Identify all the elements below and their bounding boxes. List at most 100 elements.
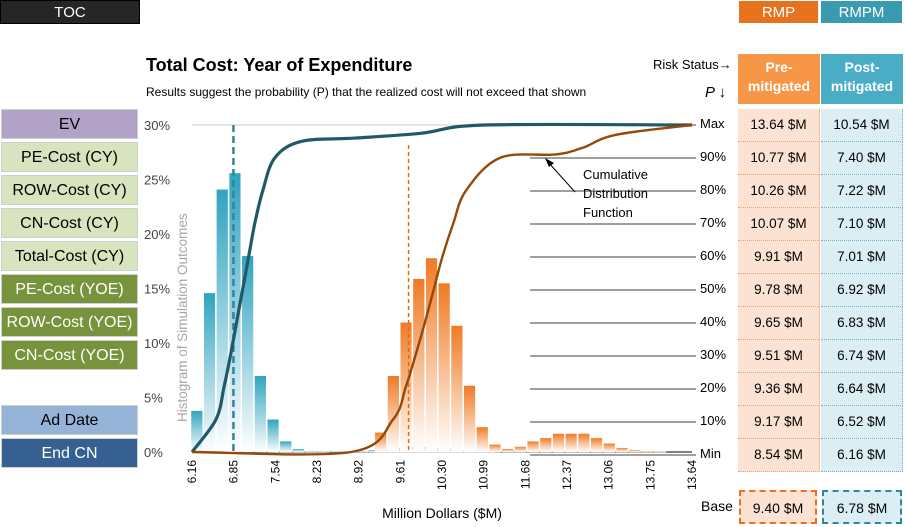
annotation-arrow-line [547,161,576,193]
sidebar-item-ev[interactable]: EV [1,109,138,139]
histogram-bar [501,448,514,453]
column-header-pre-mitigated: Pre- mitigated [738,54,820,104]
column-header-post-mitigated: Post- mitigated [821,54,903,104]
y-tick-label: 15% [144,282,170,297]
y-tick-label: 20% [144,227,170,242]
histogram-bar [539,437,552,453]
cell-pre-mitigated: 9.78 $M [738,274,820,307]
cdf-annotation-text: Cumulative [583,167,648,182]
histogram-bar [438,282,451,453]
tab-rmpm[interactable]: RMPM [820,0,903,24]
y-tick-label: 30% [144,118,170,133]
sidebar-item-row-cost-yoe[interactable]: ROW-Cost (YOE) [1,307,138,337]
cell-pre-mitigated: 9.36 $M [738,373,820,406]
p-level-label: 20% [700,380,727,395]
cell-post-mitigated: 6.92 $M [821,274,903,307]
y-tick-label: 10% [144,336,170,351]
y-tick-label: 5% [144,391,163,406]
cell-post-mitigated: 7.01 $M [821,241,903,274]
histogram-bar [615,447,629,453]
x-tick-label: 10.99 [477,460,491,490]
x-tick-label: 13.75 [643,460,657,490]
cdf-curve-pre-mitigated [191,123,693,456]
cell-post-mitigated: 6.83 $M [821,307,903,340]
p-level-label: 50% [700,281,727,296]
x-tick-label: 8.23 [310,460,324,484]
cell-pre-mitigated: 9.65 $M [738,307,820,340]
page-title: Total Cost: Year of Expenditure [146,55,413,75]
y-tick-label: 0% [144,445,163,460]
y-axis-title: Histogram of Simulation Outcomes [175,213,190,422]
histogram-bar [476,426,489,453]
cdf-annotation-text: Function [583,205,633,220]
column-header-line1: Pre- [765,59,793,75]
cell-post-mitigated: 6.74 $M [821,340,903,373]
p-level-label: 30% [700,347,727,362]
cell-pre-mitigated: 13.64 $M [738,109,820,142]
cell-post-mitigated: 7.10 $M [821,208,903,241]
risk-status-label: Risk Status→ [653,57,732,72]
cell-pre-mitigated: 10.07 $M [738,208,820,241]
toc-button[interactable]: TOC [0,0,140,24]
column-header-line2: mitigated [830,78,894,94]
x-axis-title: Million Dollars ($M) [382,505,502,521]
histogram-bar [279,440,292,453]
base-value-rmp: 9.40 $M [739,490,817,524]
cdf-curve-post-mitigated [190,122,693,453]
column-header-line2: mitigated [747,78,811,94]
page-subtitle: Results suggest the probability (P) that… [146,85,587,99]
cell-post-mitigated: 6.16 $M [821,439,903,472]
histogram-bar [387,375,400,453]
histogram-bar [266,419,280,453]
p-level-label: 90% [700,149,727,164]
base-label: Base [701,498,733,514]
x-tick-label: 11.68 [518,460,532,489]
histogram-chart: 0% 5% 10% 15% 20% 25% 30% Histogram of Simulati… [144,118,699,521]
p-level-label: 40% [700,314,727,329]
histogram-bar [552,433,565,453]
histogram-bar [330,450,343,453]
histogram-bar [603,443,616,453]
cell-pre-mitigated: 9.91 $M [738,241,820,274]
histogram-bar [526,440,540,453]
sidebar-item-cn-cost-cy[interactable]: CN-Cost (CY) [1,208,138,238]
histogram-bar [488,444,502,453]
p-level-label: 80% [700,182,727,197]
x-tick-label: 7.54 [268,460,282,484]
cell-post-mitigated: 7.22 $M [821,175,903,208]
cell-post-mitigated: 6.64 $M [821,373,903,406]
cell-pre-mitigated: 10.26 $M [738,175,820,208]
x-tick-label: 8.92 [352,460,366,484]
x-tick-label: 9.61 [393,460,407,484]
y-tick-label: 25% [144,173,170,188]
histogram-bar [317,450,330,453]
tab-rmp[interactable]: RMP [738,0,819,24]
x-tick-label: 13.64 [685,460,699,490]
x-tick-label: 6.16 [185,460,199,484]
p-level-label: 70% [700,215,727,230]
sidebar-item-total-cost-cy[interactable]: Total-Cost (CY) [1,241,138,271]
p-level-label: Max [700,116,725,131]
histogram-bar [628,449,641,453]
sidebar-item-ad-date[interactable]: Ad Date [1,405,138,435]
sidebar-item-pe-cost-cy[interactable]: PE-Cost (CY) [1,142,138,172]
p-level-label: Min [700,446,721,461]
p-level-label: 60% [700,248,727,263]
cell-pre-mitigated: 9.17 $M [738,406,820,439]
histogram-bar [292,448,305,453]
sidebar-item-pe-cost-yoe[interactable]: PE-Cost (YOE) [1,274,138,304]
histogram-bar [653,450,667,453]
histogram-bar [565,433,578,453]
sidebar-item-row-cost-cy[interactable]: ROW-Cost (CY) [1,175,138,205]
p-level-label: 10% [700,413,727,428]
cell-post-mitigated: 7.40 $M [821,142,903,175]
cell-pre-mitigated: 9.51 $M [738,340,820,373]
p-column-header: P ↓ [705,84,727,101]
histogram-bar [412,278,425,453]
cell-pre-mitigated: 8.54 $M [738,439,820,472]
histogram-bar [641,450,654,453]
sidebar-item-end-cn[interactable]: End CN [1,438,138,468]
cdf-annotation-text: Distribution [583,186,648,201]
histogram-bar [254,375,267,453]
sidebar-item-cn-cost-yoe[interactable]: CN-Cost (YOE) [1,340,138,370]
